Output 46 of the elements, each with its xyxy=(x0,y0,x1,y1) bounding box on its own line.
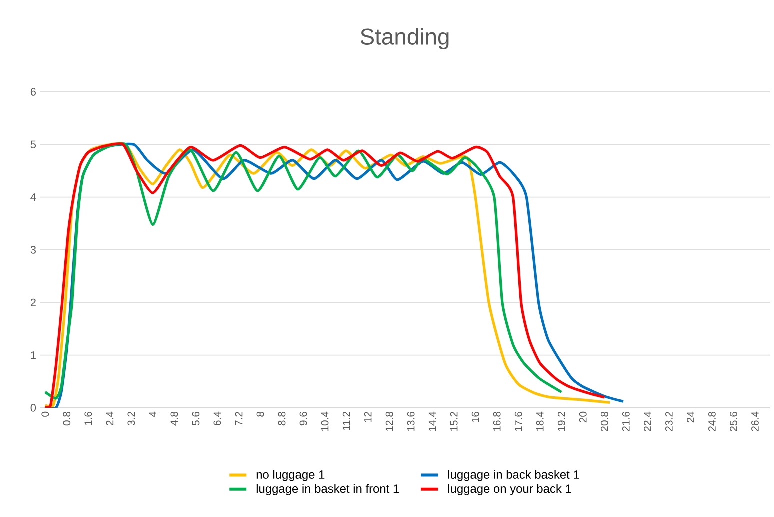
x-tick-label: 0 xyxy=(42,412,50,417)
x-tick-label: 26.4 xyxy=(752,412,759,432)
x-tick-label: 3.2 xyxy=(128,412,136,426)
x-tick-label: 16 xyxy=(472,412,480,422)
x-tick-label: 11.2 xyxy=(342,412,350,430)
x-tick-label: 10.4 xyxy=(321,412,329,432)
x-tick-label: 12.8 xyxy=(386,412,394,432)
x-tick-label: 20 xyxy=(579,412,587,423)
x-tick-label: 6.4 xyxy=(214,412,222,426)
y-tick-label: 3 xyxy=(30,246,36,254)
x-tick-label: 14.4 xyxy=(428,412,436,432)
x-tick-label: 24.8 xyxy=(708,412,716,432)
x-tick-label: 4.8 xyxy=(170,412,178,426)
chart-title: Standing xyxy=(360,28,449,50)
x-tick-label: 12 xyxy=(364,412,372,422)
x-tick-label: 16.8 xyxy=(493,412,501,432)
x-tick-label: 7.2 xyxy=(235,412,243,426)
x-tick-label: 19.2 xyxy=(558,412,566,432)
x-tick-label: 25.6 xyxy=(730,412,738,432)
legend-label: luggage in back basket 1 xyxy=(448,470,580,482)
y-tick-label: 4 xyxy=(30,194,36,202)
y-tick-label: 5 xyxy=(30,140,36,148)
legend-label: no luggage 1 xyxy=(256,470,325,482)
x-tick-label: 22.4 xyxy=(644,412,652,432)
x-tick-label: 20.8 xyxy=(600,412,608,432)
y-tick-label: 1 xyxy=(31,352,36,360)
x-tick-label: 18.4 xyxy=(536,412,544,432)
y-tick-label: 0 xyxy=(30,404,36,412)
x-tick-label: 0.8 xyxy=(63,412,71,426)
x-tick-label: 5.6 xyxy=(192,412,200,426)
x-tick-label: 8.8 xyxy=(278,412,286,426)
x-tick-label: 24 xyxy=(687,412,694,423)
x-tick-label: 8 xyxy=(256,412,264,417)
x-tick-label: 1.6 xyxy=(84,412,92,426)
x-tick-label: 9.6 xyxy=(300,412,308,426)
x-tick-label: 4 xyxy=(149,412,157,418)
x-tick-label: 17.6 xyxy=(514,412,522,432)
x-tick-label: 2.4 xyxy=(106,412,114,426)
x-tick-label: 15.2 xyxy=(450,412,458,432)
x-tick-label: 13.6 xyxy=(407,412,415,432)
x-tick-label: 23.2 xyxy=(665,412,673,432)
legend-label: luggage in basket in front 1 xyxy=(256,484,400,496)
legend-label: luggage on your back 1 xyxy=(448,484,572,496)
x-tick-label: 21.6 xyxy=(622,412,630,432)
y-tick-label: 6 xyxy=(30,88,36,96)
y-tick-label: 2 xyxy=(30,298,36,306)
